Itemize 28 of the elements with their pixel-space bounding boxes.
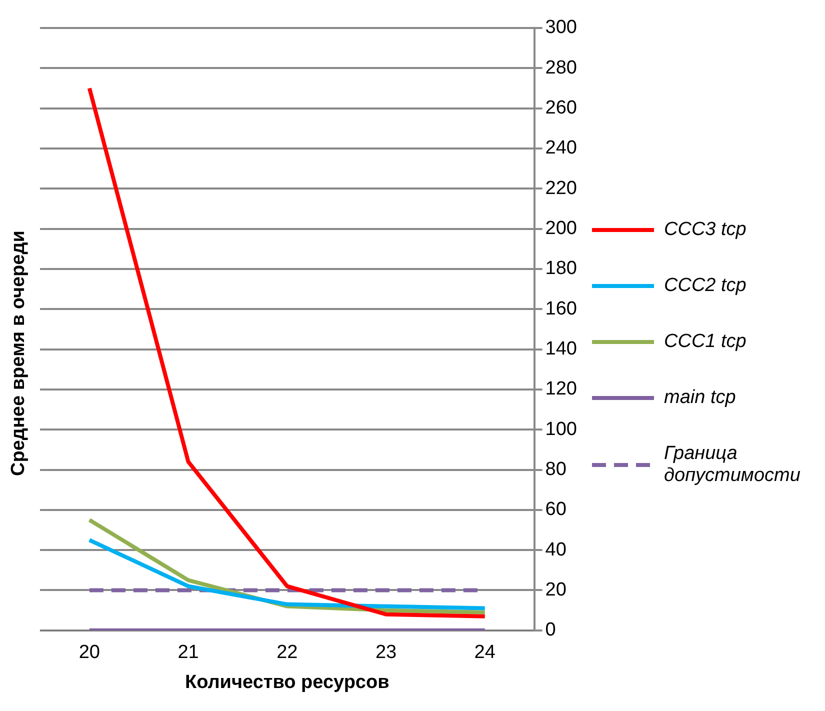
y-tick-label: 200	[545, 218, 577, 240]
y-tick-label: 260	[545, 98, 577, 119]
x-tick-label: 20	[78, 642, 100, 664]
y-axis-title: Среднее время в очереди	[8, 229, 30, 478]
y-tick-label: 140	[545, 338, 577, 360]
y-tick-label: 60	[545, 499, 566, 520]
legend-label: CCC2 tcp	[664, 275, 748, 297]
y-tick-label: 180	[545, 258, 577, 280]
x-tick-label: 22	[276, 642, 298, 664]
x-tick-label: 24	[474, 642, 496, 664]
legend-label: main tcp	[664, 387, 737, 409]
y-tick-label: 40	[545, 539, 566, 560]
legend-label: CCC1 tcp	[664, 331, 748, 353]
y-tick-label: 0	[545, 620, 556, 641]
y-tick-label: 20	[545, 579, 566, 600]
legend-label: CCC3 tcp	[664, 219, 748, 241]
x-axis-title: Количество ресурсов	[185, 672, 390, 693]
y-tick-label: 100	[545, 418, 577, 440]
y-tick-label: 300	[545, 17, 577, 38]
x-tick-label: 21	[178, 642, 199, 664]
legend-label: Граница допустимости	[664, 443, 800, 487]
y-tick-label: 120	[545, 378, 577, 400]
y-tick-label: 280	[545, 57, 577, 78]
x-tick-label: 23	[375, 642, 397, 664]
y-tick-label: 80	[545, 458, 566, 480]
y-tick-label: 240	[545, 138, 577, 159]
y-tick-label: 220	[545, 178, 577, 199]
y-tick-label: 160	[545, 298, 577, 320]
